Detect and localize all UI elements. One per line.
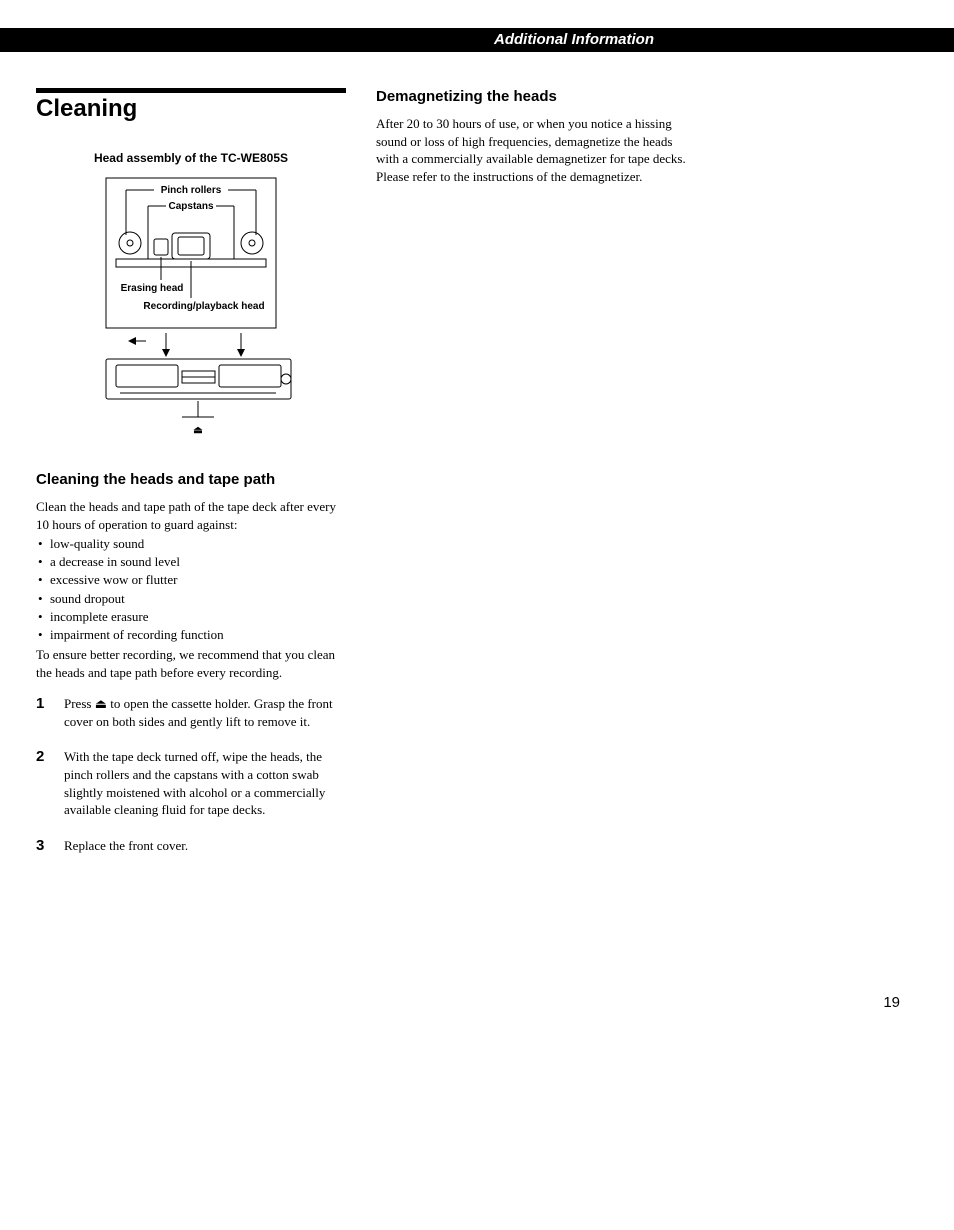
symptom-list: low-quality sound a decrease in sound le…	[38, 535, 346, 644]
title-rule	[36, 88, 346, 93]
step-number: 2	[36, 748, 50, 818]
step-text: Press ⏏ to open the cassette holder. Gra…	[64, 695, 346, 730]
left-column: Cleaning Head assembly of the TC-WE805S …	[36, 88, 346, 872]
step-text: With the tape deck turned off, wipe the …	[64, 748, 346, 818]
list-item: impairment of recording function	[38, 626, 346, 644]
head-assembly-diagram: Pinch rollers Capstans	[36, 173, 346, 443]
step-number: 3	[36, 837, 50, 855]
cleaning-intro: Clean the heads and tape path of the tap…	[36, 498, 346, 533]
label-pinch-rollers: Pinch rollers	[161, 185, 222, 196]
diagram-caption: Head assembly of the TC-WE805S	[36, 151, 346, 165]
cleaning-heads-subtitle: Cleaning the heads and tape path	[36, 471, 346, 488]
list-item: low-quality sound	[38, 535, 346, 553]
demagnetizing-subtitle: Demagnetizing the heads	[376, 88, 686, 105]
right-column: Demagnetizing the heads After 20 to 30 h…	[376, 88, 686, 872]
list-item: incomplete erasure	[38, 608, 346, 626]
page-content: Cleaning Head assembly of the TC-WE805S …	[36, 88, 916, 872]
step-text: Replace the front cover.	[64, 837, 188, 855]
page-number: 19	[883, 994, 900, 1011]
step-item: 2 With the tape deck turned off, wipe th…	[36, 748, 346, 818]
header-bar	[0, 28, 954, 52]
list-item: excessive wow or flutter	[38, 571, 346, 589]
step-number: 1	[36, 695, 50, 730]
eject-icon: ⏏	[193, 425, 203, 436]
label-rec-play-head: Recording/playback head	[143, 301, 264, 312]
cleaning-outro: To ensure better recording, we recommend…	[36, 646, 346, 681]
label-erasing-head: Erasing head	[121, 283, 184, 294]
section-header: Additional Information	[494, 28, 654, 52]
list-item: sound dropout	[38, 590, 346, 608]
label-capstans: Capstans	[168, 201, 213, 212]
demagnetizing-body: After 20 to 30 hours of use, or when you…	[376, 115, 686, 185]
step-item: 3 Replace the front cover.	[36, 837, 346, 855]
step-item: 1 Press ⏏ to open the cassette holder. G…	[36, 695, 346, 730]
page-title: Cleaning	[36, 95, 346, 123]
steps-list: 1 Press ⏏ to open the cassette holder. G…	[36, 695, 346, 854]
list-item: a decrease in sound level	[38, 553, 346, 571]
